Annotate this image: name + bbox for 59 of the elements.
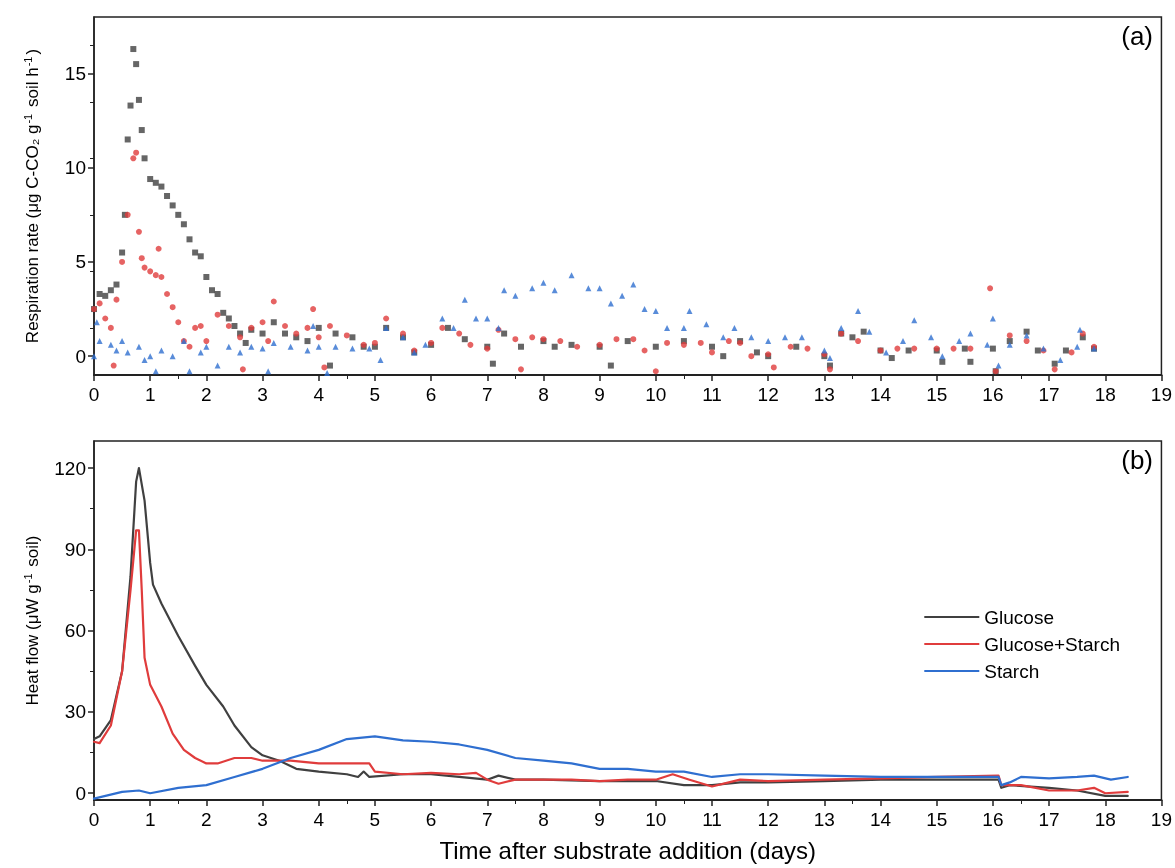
y-tick-label: 30 — [64, 701, 86, 723]
line-series — [92, 529, 1129, 795]
x-tick-label: 18 — [1094, 384, 1116, 405]
x-tick-label: 13 — [813, 809, 835, 830]
x-tick-label: 13 — [813, 384, 835, 405]
x-tick-label: 0 — [88, 809, 100, 830]
x-tick-label: 6 — [425, 384, 437, 405]
x-tick-label: 17 — [1038, 809, 1060, 830]
x-tick-label: 3 — [257, 809, 268, 830]
x-tick-label: 1 — [144, 809, 156, 830]
x-tick-label: 1 — [144, 384, 156, 405]
y-tick-label: 10 — [64, 157, 86, 179]
x-tick-label: 16 — [982, 809, 1004, 830]
x-tick-label: 12 — [757, 809, 779, 830]
x-tick-label: 5 — [369, 384, 381, 405]
x-tick-label: 6 — [425, 809, 437, 830]
y-axis-title: Heat flow (μW g-1 soil) — [22, 535, 42, 706]
y-tick-label: 120 — [54, 457, 86, 479]
x-tick-label: 3 — [257, 384, 268, 405]
x-tick-label: 8 — [538, 384, 549, 405]
x-tick-label: 5 — [369, 809, 381, 830]
x-tick-label: 19 — [1150, 384, 1172, 405]
x-tick-label: 2 — [201, 384, 212, 405]
legend-label: Starch — [984, 660, 1040, 682]
x-tick-label: 14 — [869, 809, 892, 830]
y-tick-label: 90 — [64, 538, 86, 560]
y-tick-label: 60 — [64, 620, 86, 642]
x-tick-label: 2 — [201, 809, 212, 830]
x-tick-label: 7 — [481, 809, 493, 830]
x-tick-label: 19 — [1150, 809, 1172, 830]
legend-label: Glucose+Starch — [984, 633, 1121, 655]
x-tick-label: 10 — [645, 384, 667, 405]
x-tick-label: 11 — [702, 384, 722, 405]
annotation: (a) — [1121, 21, 1153, 51]
x-tick-label: 4 — [313, 384, 325, 405]
x-tick-label: 16 — [982, 384, 1004, 405]
x-axis-title: Time after substrate addition (days) — [439, 836, 817, 864]
y-axis-title: Respiration rate (μg C-CO₂ g-1 soil h-1) — [22, 48, 42, 344]
x-tick-label: 4 — [313, 809, 325, 830]
y-tick-label: 0 — [75, 782, 86, 804]
legend-label: Glucose — [984, 606, 1054, 628]
x-tick-label: 9 — [594, 809, 605, 830]
x-tick-label: 11 — [702, 809, 722, 830]
x-tick-label: 8 — [538, 809, 549, 830]
annotation: (b) — [1121, 445, 1153, 475]
x-tick-label: 17 — [1038, 384, 1060, 405]
x-tick-label: 7 — [481, 384, 493, 405]
x-tick-label: 14 — [869, 384, 892, 405]
x-tick-label: 15 — [926, 384, 948, 405]
y-tick-label: 5 — [75, 251, 86, 273]
y-tick-label: 0 — [75, 345, 86, 367]
x-tick-label: 18 — [1094, 809, 1116, 830]
x-tick-label: 9 — [594, 384, 605, 405]
line-series — [92, 735, 1129, 800]
x-tick-label: 0 — [88, 384, 100, 405]
x-tick-label: 10 — [645, 809, 667, 830]
y-tick-label: 15 — [64, 63, 86, 85]
x-tick-label: 12 — [757, 384, 779, 405]
x-tick-label: 15 — [926, 809, 948, 830]
